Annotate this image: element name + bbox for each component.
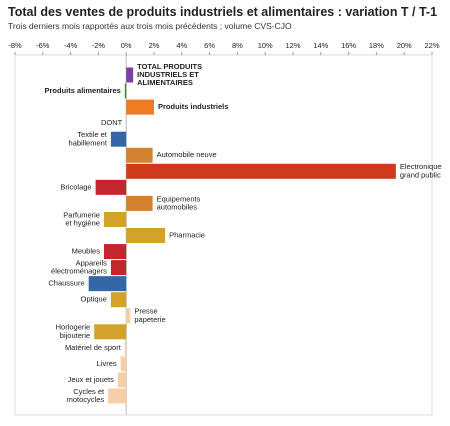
category-label: DONT xyxy=(101,118,123,127)
category-label: et hygiène xyxy=(65,219,100,228)
x-tick-label: 16% xyxy=(341,41,356,50)
x-tick-label: 22% xyxy=(424,41,439,50)
category-label: Cycles et xyxy=(73,387,105,396)
x-tick-label: -8% xyxy=(8,41,22,50)
category-label: ALIMENTAIRES xyxy=(137,78,193,87)
chart-title: Total des ventes de produits industriels… xyxy=(8,5,437,19)
x-tick-label: -2% xyxy=(92,41,106,50)
x-tick-label: -6% xyxy=(36,41,50,50)
x-tick-label: 12% xyxy=(285,41,300,50)
category-label: Jeux et jouets xyxy=(68,375,115,384)
bar xyxy=(88,276,127,292)
category-label: Appareils xyxy=(76,258,108,267)
category-label: Bricolage xyxy=(60,182,91,191)
bar xyxy=(103,211,127,227)
category-label: Textile et xyxy=(77,130,108,139)
x-tick-label: 6% xyxy=(204,41,215,50)
category-label: motocycles xyxy=(67,395,105,404)
x-tick-label: 10% xyxy=(258,41,273,50)
bar xyxy=(110,131,127,147)
chart-subtitle: Trois derniers mois rapportés aux trois … xyxy=(8,21,292,31)
bar xyxy=(117,372,127,388)
category-label: Optique xyxy=(81,295,107,304)
x-tick-label: -4% xyxy=(64,41,78,50)
bar xyxy=(126,67,134,83)
category-label: Produits alimentaires xyxy=(45,86,121,95)
x-tick-label: 2% xyxy=(149,41,160,50)
x-tick-label: 0% xyxy=(121,41,132,50)
bar xyxy=(95,179,127,195)
category-label: électroménagers xyxy=(51,267,107,276)
bar xyxy=(94,324,127,340)
category-label: TOTAL PRODUITS xyxy=(137,62,202,71)
category-label: habillement xyxy=(69,138,108,147)
category-label: Presse xyxy=(134,307,157,316)
category-label: automobiles xyxy=(157,202,198,211)
bar xyxy=(120,356,127,372)
bar xyxy=(126,195,153,211)
x-tick-label: 4% xyxy=(176,41,187,50)
bar xyxy=(124,83,127,99)
bar xyxy=(110,292,127,308)
x-tick-label: 8% xyxy=(232,41,243,50)
x-tick-label: 18% xyxy=(369,41,384,50)
bar xyxy=(124,340,127,356)
category-label: Pharmacie xyxy=(169,230,205,239)
bar xyxy=(126,147,153,163)
x-tick-label: 14% xyxy=(313,41,328,50)
category-label: INDUSTRIELS ET xyxy=(137,70,199,79)
category-label: Horlogerie xyxy=(56,323,91,332)
category-label: Electronique xyxy=(400,162,442,171)
category-label: Produits industriels xyxy=(158,102,228,111)
category-label: Chaussure xyxy=(48,279,84,288)
bar xyxy=(108,388,127,404)
bar xyxy=(126,228,166,243)
category-label: Equipements xyxy=(157,194,201,203)
category-label: Livres xyxy=(97,359,117,368)
category-label: Parfumerie xyxy=(63,210,100,219)
bar xyxy=(126,99,154,115)
x-tick-label: 20% xyxy=(397,41,412,50)
bar xyxy=(110,260,127,276)
category-label: grand public xyxy=(400,170,441,179)
category-label: Meubles xyxy=(72,247,101,256)
category-label: Matériel de sport xyxy=(65,343,122,352)
bar xyxy=(126,163,396,179)
category-label: bijouterie xyxy=(60,331,90,340)
bar xyxy=(126,308,131,324)
plot-frame xyxy=(14,54,433,416)
bar xyxy=(103,244,127,260)
category-label: Automobile neuve xyxy=(157,150,217,159)
category-label: papeterie xyxy=(134,315,165,324)
